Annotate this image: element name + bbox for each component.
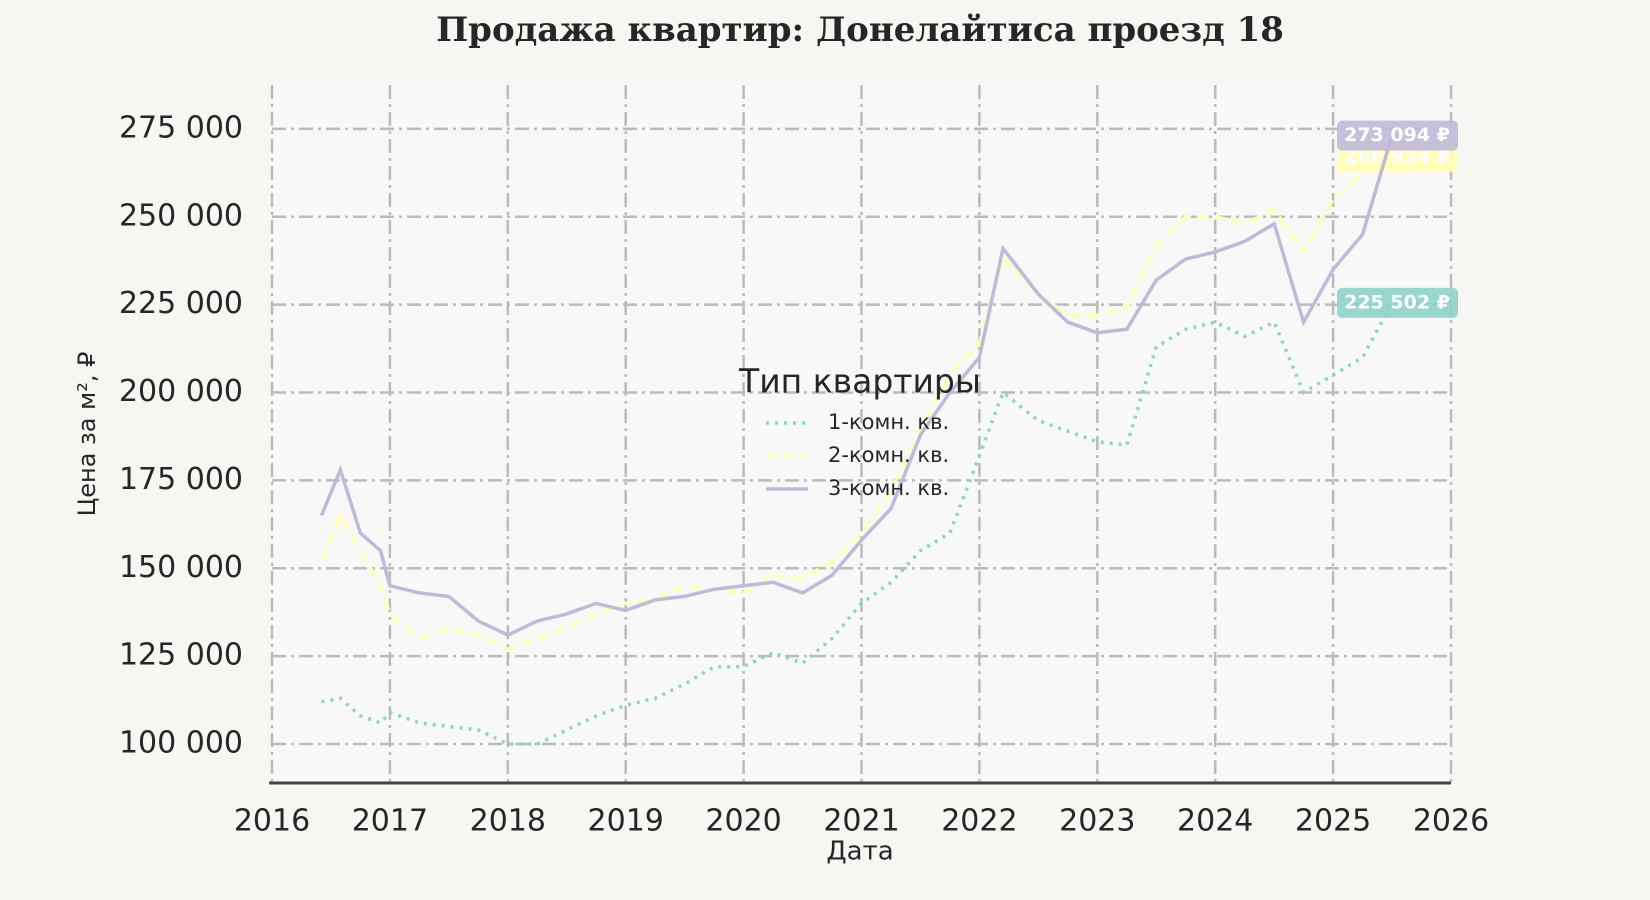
- value-badge: [1337, 287, 1458, 318]
- y-tick-label: 175 000: [119, 462, 243, 497]
- y-tick-label: 200 000: [119, 374, 243, 409]
- end-value-label: 273 094 ₽: [1344, 124, 1450, 146]
- legend-label: 1-комн. кв.: [828, 410, 949, 434]
- legend-title: Тип квартиры: [738, 362, 981, 401]
- y-tick-label: 250 000: [119, 198, 243, 233]
- end-value-label: 266 934 ₽: [1344, 146, 1450, 168]
- y-tick-label: 275 000: [119, 110, 243, 145]
- x-axis-label: Дата: [826, 837, 893, 867]
- x-tick-label: 2025: [1295, 804, 1371, 839]
- value-badge: [1337, 120, 1458, 151]
- x-tick-label: 2016: [234, 804, 310, 839]
- legend-label: 2-комн. кв.: [828, 443, 949, 467]
- legend-label: 3-комн. кв.: [828, 476, 949, 500]
- x-tick-label: 2021: [823, 804, 899, 839]
- series-line: [319, 135, 1394, 637]
- y-tick-label: 100 000: [119, 725, 243, 760]
- series-line: [319, 155, 1393, 651]
- x-tick-label: 2023: [1059, 804, 1135, 839]
- plot-area: [272, 85, 1451, 783]
- chart-title: Продажа квартир: Донелайтиса проезд 18: [436, 10, 1284, 50]
- series-line: [321, 302, 1394, 746]
- x-tick-label: 2017: [352, 804, 428, 839]
- y-axis-label: Цена за м², ₽: [73, 352, 101, 517]
- x-tick-label: 2018: [470, 804, 546, 839]
- y-tick-label: 150 000: [119, 550, 243, 585]
- y-tick-label: 125 000: [119, 638, 243, 673]
- y-tick-label: 225 000: [119, 286, 243, 321]
- x-tick-label: 2024: [1177, 804, 1253, 839]
- x-tick-label: 2020: [705, 804, 781, 839]
- x-tick-label: 2022: [941, 804, 1017, 839]
- end-value-label: 225 502 ₽: [1344, 291, 1450, 313]
- x-tick-label: 2019: [588, 804, 664, 839]
- x-tick-label: 2026: [1413, 804, 1489, 839]
